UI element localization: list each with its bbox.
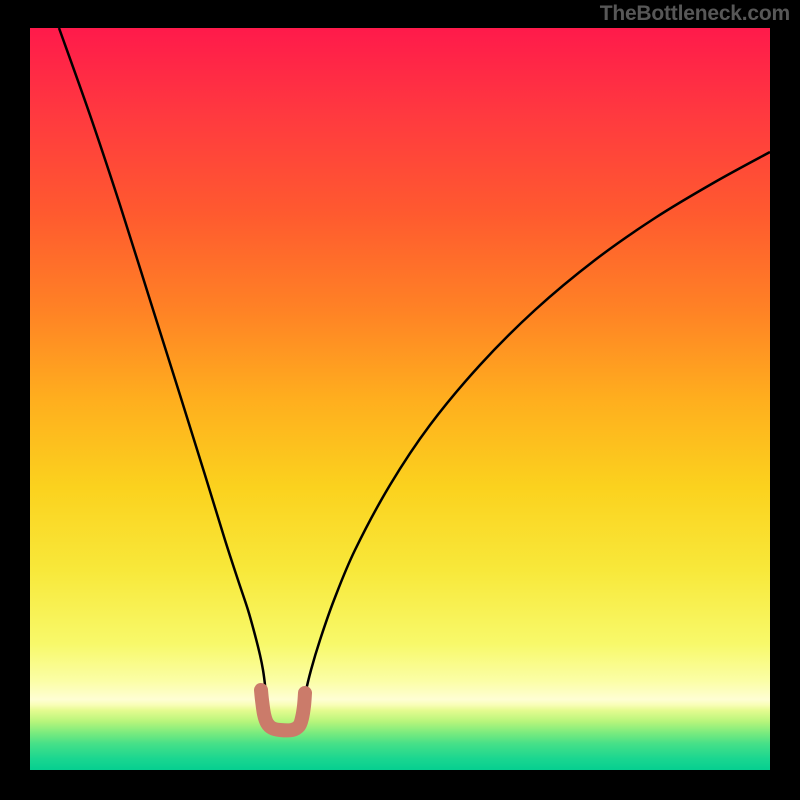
bottleneck-chart bbox=[0, 0, 800, 800]
chart-container: { "watermark": { "text": "TheBottleneck.… bbox=[0, 0, 800, 800]
gradient-background bbox=[30, 28, 770, 770]
watermark-text: TheBottleneck.com bbox=[600, 2, 790, 26]
